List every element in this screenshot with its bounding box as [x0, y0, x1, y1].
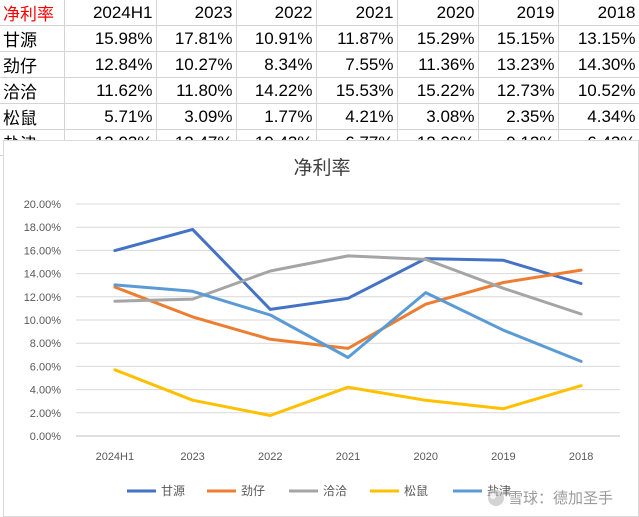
sheet-row-label[interactable]: 甘源 [0, 25, 65, 52]
sheet-cell[interactable]: 17.81% [156, 25, 237, 52]
legend-label: 松鼠 [404, 484, 428, 498]
y-tick-label: 0.00% [30, 431, 61, 443]
y-tick-label: 4.00% [30, 385, 61, 397]
sheet-cell[interactable]: 10.27% [156, 51, 237, 78]
x-axis-labels: 2024H1 2023 2022 2021 2020 2019 2018 [96, 451, 594, 463]
series-line-4 [113, 283, 583, 363]
sheet-row-label[interactable]: 洽洽 [0, 77, 65, 104]
sheet-column-header[interactable]: 2018 [558, 0, 639, 26]
legend-item[interactable]: 松鼠 [370, 484, 428, 498]
sheet-column-header[interactable]: 2019 [478, 0, 559, 26]
legend-item[interactable]: 甘源 [127, 484, 185, 498]
y-tick-label: 18.00% [24, 222, 62, 234]
sheet-cell[interactable]: 12.84% [64, 51, 157, 78]
sheet-cell[interactable]: 15.53% [316, 77, 398, 104]
y-tick-label: 12.00% [24, 292, 62, 304]
legend-label: 甘源 [161, 484, 185, 498]
x-tick-label: 2022 [258, 451, 282, 463]
x-tick-label: 2018 [569, 451, 593, 463]
legend: 甘源劲仔洽洽松鼠盐津 [127, 484, 511, 498]
sheet-cell[interactable]: 14.22% [236, 77, 317, 104]
y-tick-label: 2.00% [30, 408, 61, 420]
watermark: 雪球：德加圣手 [488, 489, 613, 507]
chart-title: 净利率 [293, 157, 350, 179]
y-tick-label: 14.00% [24, 269, 62, 281]
sheet-cell[interactable]: 11.87% [316, 25, 398, 52]
sheet-cell[interactable]: 14.30% [558, 51, 639, 78]
y-tick-label: 8.00% [30, 338, 61, 350]
legend-label: 劲仔 [241, 484, 265, 498]
x-tick-label: 2021 [336, 451, 360, 463]
y-tick-label: 10.00% [24, 315, 62, 327]
sheet-header-row: 净利率 2024H1 2023 2022 2021 2020 2019 2018 [0, 0, 639, 26]
sheet-row: 洽洽 11.62% 11.80% 14.22% 15.53% 15.22% 12.73% 10… [0, 77, 639, 104]
x-tick-label: 2019 [491, 451, 515, 463]
sheet-cell[interactable]: 2.35% [478, 103, 559, 130]
sheet-corner-label[interactable]: 净利率 [0, 0, 65, 26]
y-tick-label: 16.00% [24, 245, 62, 257]
sheet-cell[interactable]: 4.21% [316, 103, 398, 130]
x-tick-label: 2023 [180, 451, 204, 463]
legend-item[interactable]: 劲仔 [207, 484, 265, 498]
series-line-0 [113, 227, 583, 311]
sheet-cell[interactable]: 15.15% [478, 25, 559, 52]
sheet-row-label[interactable]: 松鼠 [0, 103, 65, 130]
legend-item[interactable]: 洽洽 [289, 484, 347, 498]
sheet-row: 劲仔 12.84% 10.27% 8.34% 7.55% 11.36% 13.23% 14.3… [0, 51, 639, 78]
snowball-logo-icon [488, 490, 504, 506]
watermark-text: 雪球：德加圣手 [508, 489, 613, 507]
sheet-cell[interactable]: 10.91% [236, 25, 317, 52]
sheet-cell[interactable]: 5.71% [64, 103, 157, 130]
series-line-3 [113, 368, 583, 417]
sheet-cell[interactable]: 15.22% [397, 77, 479, 104]
sheet-column-header[interactable]: 2020 [397, 0, 479, 26]
x-tick-label: 2024H1 [96, 451, 135, 463]
sheet-cell[interactable]: 13.15% [558, 25, 639, 52]
sheet-cell[interactable]: 11.36% [397, 51, 479, 78]
series-line-2 [113, 254, 583, 316]
sheet-cell[interactable]: 3.09% [156, 103, 237, 130]
y-axis-labels: 0.00% 2.00% 4.00% 6.00% 8.00% 10.00% 12.00% 14.… [24, 199, 62, 443]
sheet-row-label[interactable]: 劲仔 [0, 51, 65, 78]
series-line-1 [113, 268, 583, 350]
sheet-cell[interactable]: 8.34% [236, 51, 317, 78]
sheet-column-header[interactable]: 2022 [236, 0, 317, 26]
line-chart: 净利率 0.00% 2.00% 4.00% 6.00% 8.00% 10.00% 12.00… [24, 157, 620, 507]
sheet-cell[interactable]: 15.29% [397, 25, 479, 52]
x-tick-label: 2020 [413, 451, 437, 463]
sheet-row: 甘源 15.98% 17.81% 10.91% 11.87% 15.29% 15.15% 13… [0, 25, 639, 52]
sheet-cell[interactable]: 11.62% [64, 77, 157, 104]
sheet-cell[interactable]: 7.55% [316, 51, 398, 78]
sheet-column-header[interactable]: 2024H1 [64, 0, 157, 26]
sheet-column-header[interactable]: 2021 [316, 0, 398, 26]
y-tick-label: 20.00% [24, 199, 62, 211]
sheet-cell[interactable]: 10.52% [558, 77, 639, 104]
sheet-cell[interactable]: 3.08% [397, 103, 479, 130]
sheet-cell[interactable]: 12.73% [478, 77, 559, 104]
chart-panel[interactable]: 净利率 0.00% 2.00% 4.00% 6.00% 8.00% 10.00% 12.00… [3, 140, 639, 517]
sheet-cell[interactable]: 1.77% [236, 103, 317, 130]
sheet-cell[interactable]: 11.80% [156, 77, 237, 104]
sheet-column-header[interactable]: 2023 [156, 0, 237, 26]
legend-label: 洽洽 [323, 484, 347, 498]
sheet-cell[interactable]: 13.23% [478, 51, 559, 78]
data-sheet: 净利率 2024H1 2023 2022 2021 2020 2019 2018 甘源 15.98… [0, 0, 639, 156]
sheet-row: 松鼠 5.71% 3.09% 1.77% 4.21% 3.08% 2.35% 4.34% [0, 103, 639, 130]
sheet-cell[interactable]: 4.34% [558, 103, 639, 130]
y-tick-label: 6.00% [30, 361, 61, 373]
sheet-cell[interactable]: 15.98% [64, 25, 157, 52]
series-lines [113, 227, 583, 417]
